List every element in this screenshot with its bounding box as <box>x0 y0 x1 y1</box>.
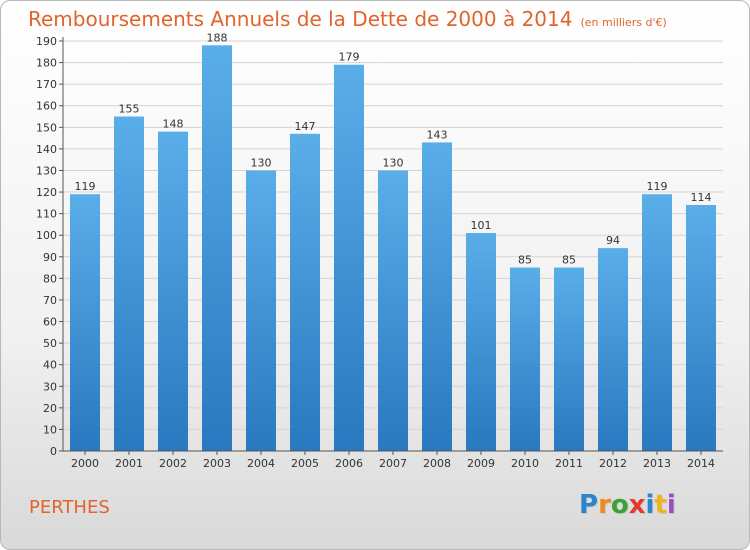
bar <box>422 142 452 451</box>
data-label: 148 <box>163 118 184 131</box>
x-tick-label: 2009 <box>467 457 495 470</box>
data-label: 94 <box>606 234 620 247</box>
data-label: 119 <box>75 180 96 193</box>
x-tick-label: 2010 <box>511 457 539 470</box>
bar <box>378 170 408 451</box>
y-tick-label: 180 <box>36 57 57 70</box>
logo-letter: i <box>645 490 655 520</box>
bar <box>202 45 232 451</box>
logo-letter: i <box>666 490 676 520</box>
data-label: 155 <box>119 103 140 116</box>
y-tick-label: 110 <box>36 208 57 221</box>
y-tick-label: 60 <box>43 316 57 329</box>
data-label: 130 <box>383 156 404 169</box>
y-tick-label: 30 <box>43 380 57 393</box>
data-label: 188 <box>207 31 228 44</box>
bar <box>466 233 496 451</box>
x-tick-label: 2005 <box>291 457 319 470</box>
y-tick-label: 190 <box>36 35 57 48</box>
x-tick-label: 2013 <box>643 457 671 470</box>
proxiti-logo: Proxiti <box>579 490 676 520</box>
x-tick-label: 2012 <box>599 457 627 470</box>
chart-title: Remboursements Annuels de la Dette de 20… <box>28 7 667 31</box>
y-tick-label: 170 <box>36 78 57 91</box>
y-tick-label: 0 <box>50 445 57 458</box>
y-tick-label: 100 <box>36 229 57 242</box>
y-tick-label: 50 <box>43 337 57 350</box>
x-tick-label: 2006 <box>335 457 363 470</box>
x-tick-label: 2008 <box>423 457 451 470</box>
data-label: 130 <box>251 156 272 169</box>
bar <box>246 170 276 451</box>
bar <box>554 267 584 451</box>
x-tick-label: 2011 <box>555 457 583 470</box>
bar <box>598 248 628 451</box>
x-tick-label: 2002 <box>159 457 187 470</box>
y-tick-label: 130 <box>36 164 57 177</box>
bar <box>114 116 144 452</box>
x-tick-label: 2007 <box>379 457 407 470</box>
y-tick-label: 150 <box>36 121 57 134</box>
data-label: 101 <box>471 219 492 232</box>
commune-name: PERTHES <box>29 497 110 518</box>
data-label: 179 <box>339 51 360 64</box>
y-tick-label: 70 <box>43 294 57 307</box>
y-tick-label: 140 <box>36 143 57 156</box>
data-label: 119 <box>647 180 668 193</box>
bar <box>686 205 716 451</box>
x-tick-label: 2000 <box>71 457 99 470</box>
logo-letter: t <box>654 490 667 520</box>
labels: 119 155 148 188 130 147 179 130 143 101 85 85 94 119 1… <box>75 31 712 266</box>
data-label: 147 <box>295 120 316 133</box>
logo-letter: P <box>579 490 599 520</box>
data-label: 114 <box>691 191 712 204</box>
y-tick-label: 40 <box>43 359 57 372</box>
logo-letter: x <box>628 490 646 520</box>
chart-subtitle: (en milliers d'€) <box>580 16 667 29</box>
y-tick-label: 90 <box>43 251 57 264</box>
bar <box>642 194 672 452</box>
x-tick-label: 2004 <box>247 457 275 470</box>
x-tick-label: 2003 <box>203 457 231 470</box>
x-tick-label: 2001 <box>115 457 143 470</box>
data-label: 143 <box>427 128 448 141</box>
logo-letter: o <box>610 490 629 520</box>
bar <box>70 194 100 452</box>
bar <box>290 133 320 451</box>
y-tick-label: 20 <box>43 402 57 415</box>
y-tick-label: 160 <box>36 100 57 113</box>
axes: 0 10 20 30 40 50 60 70 80 90 100 110 120 130 140 150 160… <box>36 35 723 470</box>
data-label: 85 <box>518 254 532 267</box>
y-tick-label: 120 <box>36 186 57 199</box>
x-tick-label: 2014 <box>687 457 715 470</box>
bar <box>158 131 188 451</box>
bar <box>510 267 540 451</box>
chart-title-text: Remboursements Annuels de la Dette de 20… <box>28 7 573 31</box>
bars <box>70 45 716 452</box>
data-label: 85 <box>562 254 576 267</box>
logo-letter: r <box>598 490 611 520</box>
y-tick-label: 10 <box>43 423 57 436</box>
y-tick-label: 80 <box>43 272 57 285</box>
bar <box>334 64 364 451</box>
